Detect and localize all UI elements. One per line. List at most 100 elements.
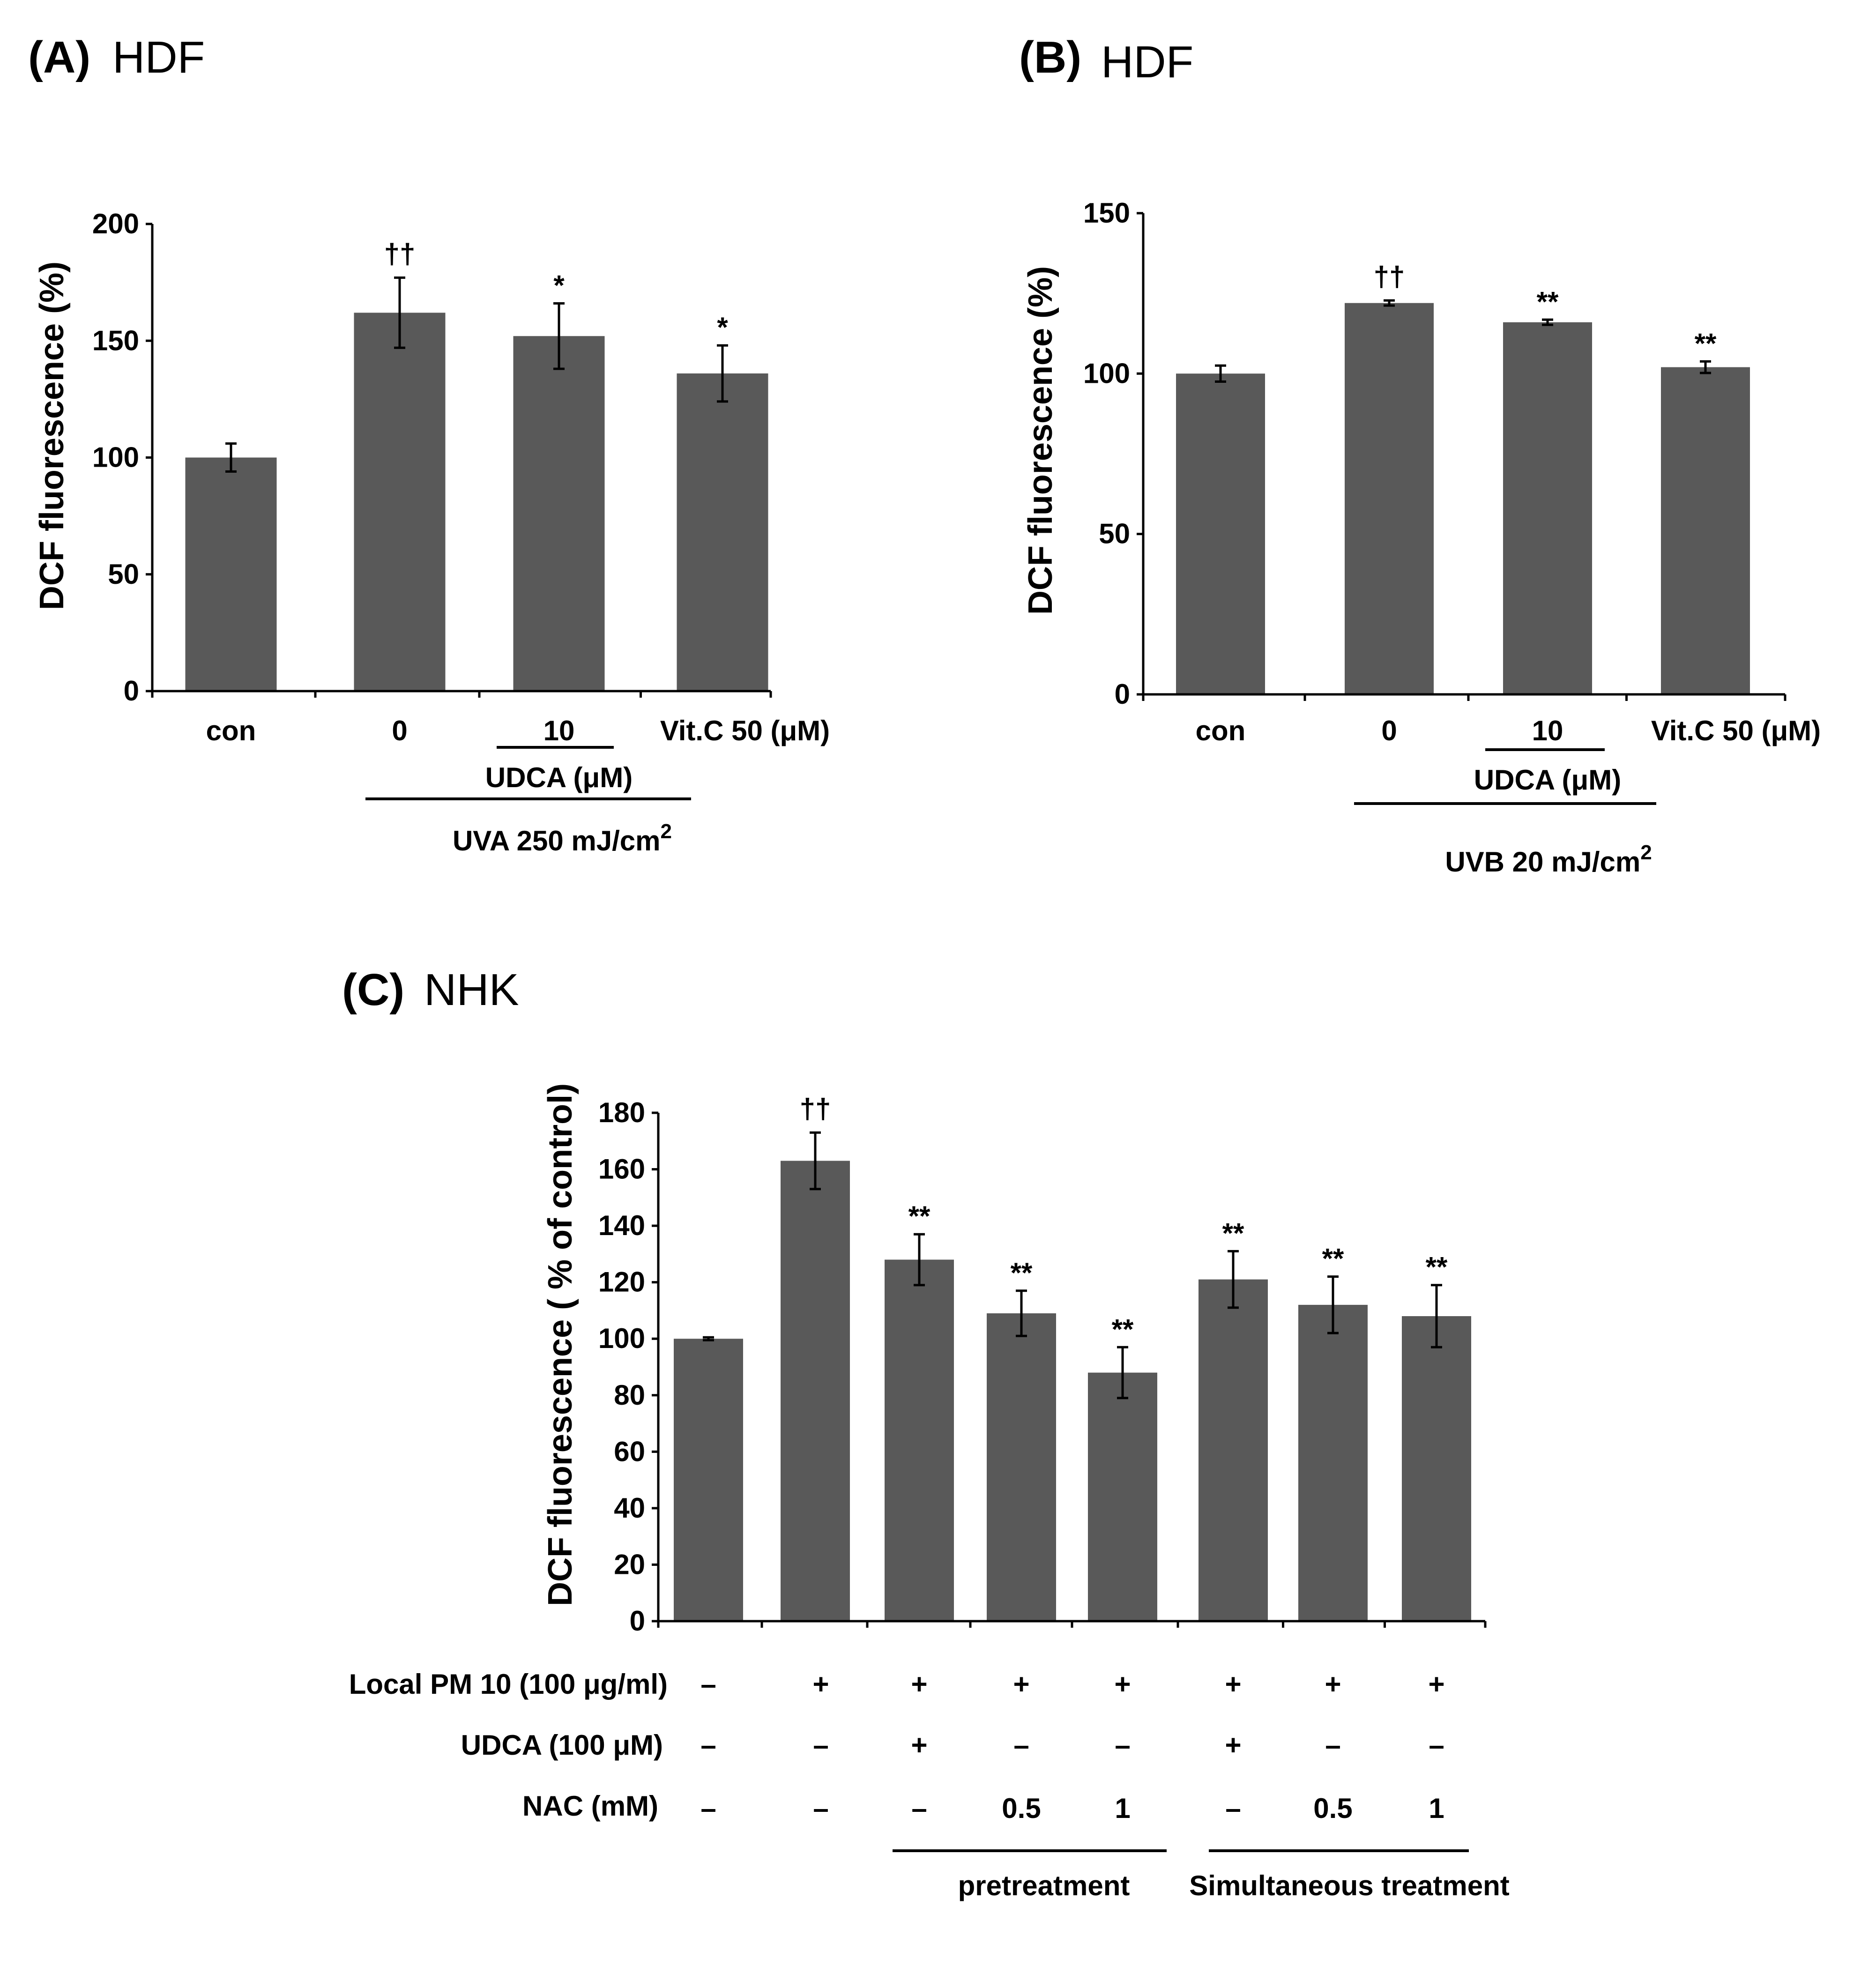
y-tick-label: 150	[92, 325, 139, 356]
y-tick-label: 150	[1083, 197, 1130, 229]
panel-a-letter: (A)	[28, 32, 90, 82]
bar	[1088, 1372, 1157, 1621]
condition-value: 1	[1115, 1793, 1130, 1824]
panel-a: (A) HDF DCF fluorescence (%) ††**0501001…	[28, 32, 830, 856]
condition-value: +	[911, 1668, 927, 1700]
y-tick-label: 0	[1115, 678, 1130, 710]
panel-b-category-label: con	[1196, 715, 1246, 746]
panel-b-uv-label: UVB 20 mJ/cm2	[1445, 841, 1652, 878]
y-tick-label: 100	[598, 1323, 645, 1354]
panel-c-ylabel: DCF fluorescence ( % of control)	[542, 1083, 579, 1606]
y-tick-label: 40	[614, 1492, 645, 1524]
bar	[185, 457, 277, 691]
significance-marker: **	[1322, 1243, 1344, 1274]
bar	[781, 1161, 850, 1621]
panel-a-category-label: Vit.C 50 (μM)	[660, 715, 830, 746]
significance-marker: **	[1695, 328, 1717, 359]
condition-value: –	[1013, 1729, 1029, 1761]
panel-c-pretreatment-label: pretreatment	[958, 1870, 1130, 1901]
panel-c-plot: †† ** ** ** ** ** ** 0 20 40 60 80 100 120 140 160 180	[598, 1093, 1487, 1637]
condition-value: –	[813, 1793, 828, 1824]
bar	[1503, 322, 1592, 694]
bar	[1298, 1304, 1368, 1621]
condition-value: +	[911, 1729, 927, 1761]
panel-b-plot: †† ** ** 0 50 100 150	[1083, 197, 1787, 710]
bar	[677, 373, 768, 691]
y-tick-label: 60	[614, 1436, 645, 1467]
bar	[1199, 1279, 1268, 1621]
bar	[1176, 373, 1265, 694]
significance-marker: *	[717, 312, 728, 343]
y-tick-label: 140	[598, 1210, 645, 1241]
condition-value: –	[700, 1793, 716, 1824]
panel-b-category-label: 0	[1381, 715, 1397, 746]
condition-value: +	[1325, 1668, 1341, 1700]
panel-a-udca-label: UDCA (μM)	[485, 762, 633, 793]
y-tick-label: 0	[630, 1605, 645, 1637]
condition-value: –	[700, 1729, 716, 1761]
panel-a-uv-label: UVA 250 mJ/cm2	[453, 820, 672, 856]
bar	[1661, 367, 1750, 694]
y-tick-label: 100	[92, 442, 139, 473]
condition-value: –	[700, 1668, 716, 1700]
panel-b-title: HDF	[1101, 37, 1193, 87]
bar	[674, 1339, 743, 1621]
y-tick-label: 200	[92, 208, 139, 239]
condition-value: –	[911, 1793, 927, 1824]
panel-b-ylabel: DCF fluorescence (%)	[1022, 266, 1059, 615]
y-tick-label: 160	[598, 1154, 645, 1185]
significance-marker: **	[1222, 1217, 1244, 1249]
condition-value: –	[1325, 1729, 1340, 1761]
bar	[513, 336, 605, 691]
significance-marker: **	[1112, 1313, 1134, 1345]
panel-a-title: HDF	[112, 32, 205, 82]
panel-a-category-label: 10	[543, 715, 575, 746]
condition-value: –	[1225, 1793, 1241, 1824]
panel-a-category-label: 0	[392, 715, 407, 746]
condition-value: +	[1225, 1729, 1241, 1761]
bar	[987, 1313, 1056, 1621]
panel-b-category-label: 10	[1532, 715, 1563, 746]
panel-a-category-label: con	[206, 715, 256, 746]
panel-c-simultaneous-label: Simultaneous treatment	[1189, 1870, 1509, 1901]
condition-value: +	[1225, 1668, 1241, 1700]
panel-b-category-label: Vit.C 50 (μM)	[1651, 715, 1821, 746]
y-tick-label: 0	[124, 675, 139, 707]
bar	[1402, 1316, 1471, 1621]
condition-value: 0.5	[1313, 1793, 1352, 1824]
condition-value: +	[1428, 1668, 1444, 1700]
y-tick-label: 50	[108, 559, 139, 590]
significance-marker: **	[908, 1200, 931, 1232]
panel-c: (C) NHK DCF fluorescence ( % of control)…	[342, 965, 1510, 1901]
y-tick-label: 20	[614, 1549, 645, 1580]
panel-c-condition-label-pm10: Local PM 10 (100 μg/ml)	[349, 1668, 668, 1700]
condition-value: +	[812, 1668, 829, 1700]
panel-b: (B) HDF DCF fluorescence (%) †† ** ** 0 50 10…	[1019, 32, 1821, 878]
y-tick-label: 100	[1083, 357, 1130, 389]
significance-marker: **	[1537, 286, 1559, 317]
y-tick-label: 80	[614, 1379, 645, 1411]
y-tick-label: 180	[598, 1097, 645, 1128]
condition-value: +	[1114, 1668, 1131, 1700]
bar	[354, 313, 446, 691]
condition-value: +	[1013, 1668, 1029, 1700]
significance-marker: **	[1426, 1251, 1448, 1283]
condition-value: 1	[1429, 1793, 1444, 1824]
panel-c-letter: (C)	[342, 965, 404, 1015]
y-tick-label: 50	[1099, 518, 1130, 550]
condition-value: –	[813, 1729, 828, 1761]
panel-c-title: NHK	[424, 965, 519, 1015]
bar	[1345, 303, 1434, 694]
condition-value: –	[1115, 1729, 1130, 1761]
significance-marker: ††	[1374, 261, 1405, 292]
significance-marker: *	[553, 269, 565, 301]
significance-marker: ††	[384, 238, 416, 270]
significance-marker: ††	[800, 1093, 831, 1125]
y-tick-label: 120	[598, 1266, 645, 1298]
significance-marker: **	[1011, 1257, 1033, 1288]
panel-a-ylabel: DCF fluorescence (%)	[33, 261, 71, 610]
condition-value: –	[1429, 1729, 1444, 1761]
bar	[885, 1259, 954, 1621]
